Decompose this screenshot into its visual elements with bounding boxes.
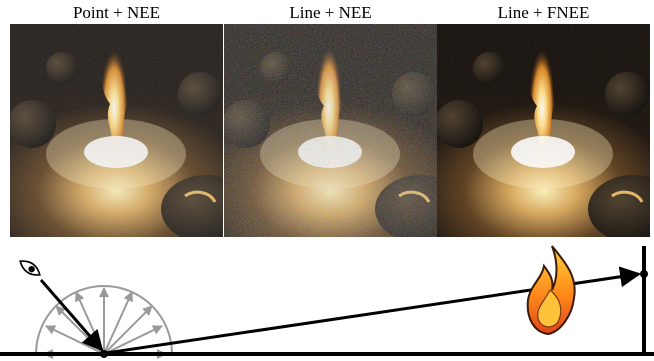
render-panel-point-nee xyxy=(10,24,223,237)
eye-icon xyxy=(19,260,41,276)
panel-caption-line-fnee: Line + FNEE xyxy=(497,3,590,22)
camera-ray xyxy=(39,279,104,352)
panel-caption-line-nee: Line + NEE xyxy=(289,3,372,22)
sampling-diagram xyxy=(0,245,654,359)
render-panel-line-fnee xyxy=(437,24,650,237)
render-panel-line-nee xyxy=(224,24,437,237)
light-sample-point xyxy=(640,270,648,278)
flame-icon xyxy=(526,245,576,336)
panel-caption-point-nee: Point + NEE xyxy=(72,3,161,22)
